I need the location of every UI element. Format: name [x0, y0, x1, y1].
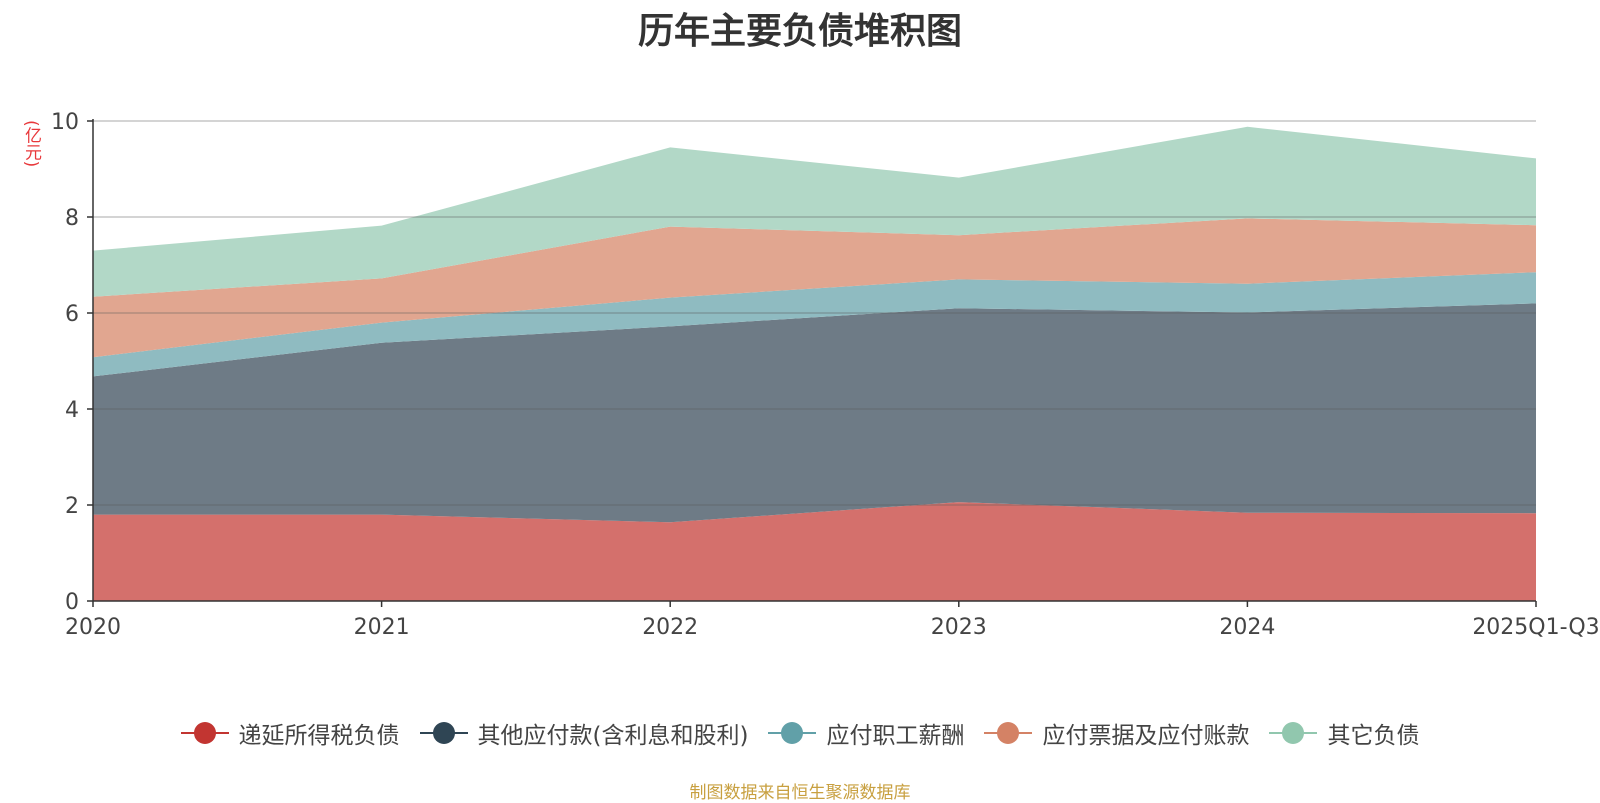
- legend-label: 应付票据及应付账款: [1042, 723, 1250, 749]
- legend-item-2[interactable]: 其他应付款(含利息和股利): [419, 716, 749, 750]
- legend-item-5[interactable]: 其它负债: [1269, 716, 1419, 750]
- data-source-note: 制图数据来自恒生聚源数据库: [689, 783, 911, 803]
- legend-label: 其他应付款(含利息和股利): [477, 723, 749, 749]
- y-tick-label-2: 2: [65, 494, 79, 519]
- area-series-3: [93, 272, 1536, 377]
- area-series-4: [93, 218, 1536, 358]
- legend-marker-icon: [768, 721, 817, 745]
- chart-title: 历年主要负债堆积图: [637, 11, 962, 52]
- x-tick-label-4: 2023: [931, 615, 987, 640]
- x-tick-label-6: 2025Q1-Q3: [1472, 615, 1599, 640]
- x-tick-label-1: 2020: [65, 615, 121, 640]
- legend-marker-icon: [180, 721, 229, 745]
- area-series-5: [93, 126, 1536, 297]
- y-tick-label-4: 4: [65, 398, 79, 423]
- legend-marker-icon: [984, 721, 1033, 745]
- y-tick-label-0: 0: [65, 590, 79, 615]
- legend-label: 递延所得税负债: [238, 723, 400, 749]
- x-tick-label-2: 2021: [354, 615, 410, 640]
- legend-item-3[interactable]: 应付职工薪酬: [768, 716, 964, 750]
- legend-label: 应付职工薪酬: [826, 723, 965, 749]
- chart-legend: 递延所得税负债 其他应付款(含利息和股利) 应付职工薪酬 应付票据及应付账款 其它负债: [0, 716, 1600, 750]
- legend-marker-icon: [1269, 721, 1318, 745]
- legend-item-4[interactable]: 应付票据及应付账款: [984, 716, 1249, 750]
- legend-marker-icon: [419, 721, 468, 745]
- area-series-2: [93, 303, 1536, 523]
- y-tick-label-8: 8: [65, 206, 79, 231]
- legend-label: 其它负债: [1327, 723, 1420, 749]
- area-series-1: [93, 502, 1536, 601]
- legend-item-1[interactable]: 递延所得税负债: [180, 716, 400, 750]
- y-tick-label-10: 10: [51, 110, 79, 135]
- y-tick-label-6: 6: [65, 302, 79, 327]
- x-tick-label-5: 2024: [1219, 615, 1275, 640]
- y-axis-unit-label: (亿元): [21, 120, 41, 168]
- x-tick-label-3: 2022: [642, 615, 698, 640]
